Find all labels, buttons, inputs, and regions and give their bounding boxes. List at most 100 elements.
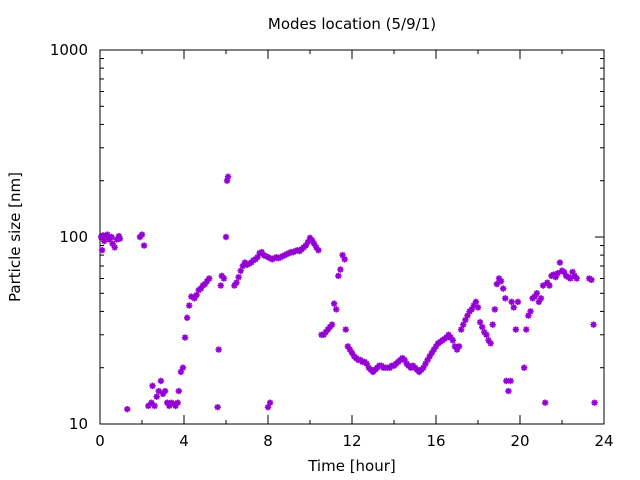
data-point: [451, 343, 459, 350]
data-point: [460, 321, 467, 328]
data-point: [302, 242, 309, 249]
data-point: [507, 377, 514, 385]
data-point: [223, 177, 231, 184]
data-point: [554, 270, 561, 277]
data-point: [533, 290, 540, 297]
data-point: [235, 273, 242, 281]
data-point: [491, 306, 498, 313]
data-point: [264, 403, 272, 411]
data-point: [315, 246, 322, 254]
data-point: [500, 285, 507, 292]
data-point: [567, 275, 574, 282]
data-point: [550, 271, 557, 278]
data-point: [455, 343, 463, 350]
data-point: [203, 278, 211, 285]
data-point: [294, 246, 301, 254]
data-point: [179, 364, 187, 371]
data-point: [104, 231, 111, 238]
data-point: [113, 236, 120, 243]
y-tick-label: 10: [69, 415, 88, 433]
data-point: [145, 402, 152, 410]
data-point: [348, 349, 356, 357]
data-point: [443, 334, 450, 341]
data-points: [97, 173, 598, 413]
data-point: [503, 377, 510, 385]
data-point: [546, 282, 553, 289]
data-point: [220, 275, 228, 282]
data-point: [217, 282, 224, 289]
data-point: [341, 256, 348, 263]
data-point: [544, 279, 551, 286]
data-point: [188, 293, 195, 300]
y-tick-label: 1000: [50, 41, 88, 59]
data-point: [523, 326, 530, 333]
data-point: [218, 272, 225, 280]
data-point: [181, 334, 189, 341]
data-point: [258, 248, 265, 256]
x-tick-label: 4: [179, 432, 189, 450]
data-point: [502, 295, 509, 302]
data-point: [401, 356, 408, 364]
data-point: [183, 314, 191, 321]
data-point: [157, 377, 165, 385]
data-point: [172, 402, 179, 410]
data-point: [472, 298, 480, 306]
data-point: [552, 273, 559, 281]
data-point: [337, 266, 344, 273]
data-point: [447, 334, 454, 341]
data-point: [462, 316, 469, 324]
data-point: [560, 268, 568, 276]
data-point: [493, 280, 501, 288]
data-point: [116, 235, 124, 242]
data-point: [590, 321, 597, 328]
data-point: [363, 360, 370, 367]
data-point: [481, 328, 488, 336]
data-point: [239, 262, 246, 270]
data-point: [525, 312, 532, 319]
data-point: [470, 302, 477, 309]
data-point: [148, 399, 155, 406]
data-point: [151, 402, 158, 410]
data-point: [222, 233, 230, 241]
x-axis-label: Time [hour]: [307, 457, 396, 475]
data-point: [174, 399, 181, 406]
data-point: [487, 340, 494, 347]
data-point: [215, 346, 222, 353]
data-point: [138, 231, 146, 238]
chart-title: Modes location (5/9/1): [268, 15, 436, 33]
data-point: [111, 244, 118, 251]
y-axis-ticks: 10 100 1000: [50, 41, 604, 433]
data-point: [495, 275, 503, 282]
data-point: [201, 280, 209, 288]
y-tick-label: 100: [59, 228, 88, 246]
x-tick-label: 16: [426, 432, 445, 450]
data-point: [464, 312, 471, 319]
data-point: [588, 276, 595, 284]
data-point: [161, 387, 169, 395]
data-point: [569, 268, 576, 276]
data-point: [164, 399, 171, 406]
x-tick-label: 24: [594, 432, 613, 450]
data-point: [330, 300, 338, 307]
data-point: [485, 337, 492, 344]
data-point: [197, 285, 204, 292]
data-point: [191, 295, 198, 302]
data-point: [510, 304, 517, 311]
plot-frame: [99, 49, 605, 425]
data-point: [292, 247, 299, 255]
data-point: [254, 253, 261, 261]
data-point: [177, 368, 185, 376]
data-point: [483, 331, 490, 338]
data-point: [449, 337, 456, 344]
data-point: [266, 399, 274, 406]
data-point: [537, 295, 545, 302]
data-point: [445, 331, 452, 338]
data-point: [304, 238, 312, 246]
data-point: [328, 321, 336, 328]
data-point: [514, 298, 522, 306]
data-point: [193, 291, 200, 299]
data-point: [497, 278, 505, 285]
x-tick-label: 12: [342, 432, 361, 450]
data-point: [333, 306, 340, 313]
